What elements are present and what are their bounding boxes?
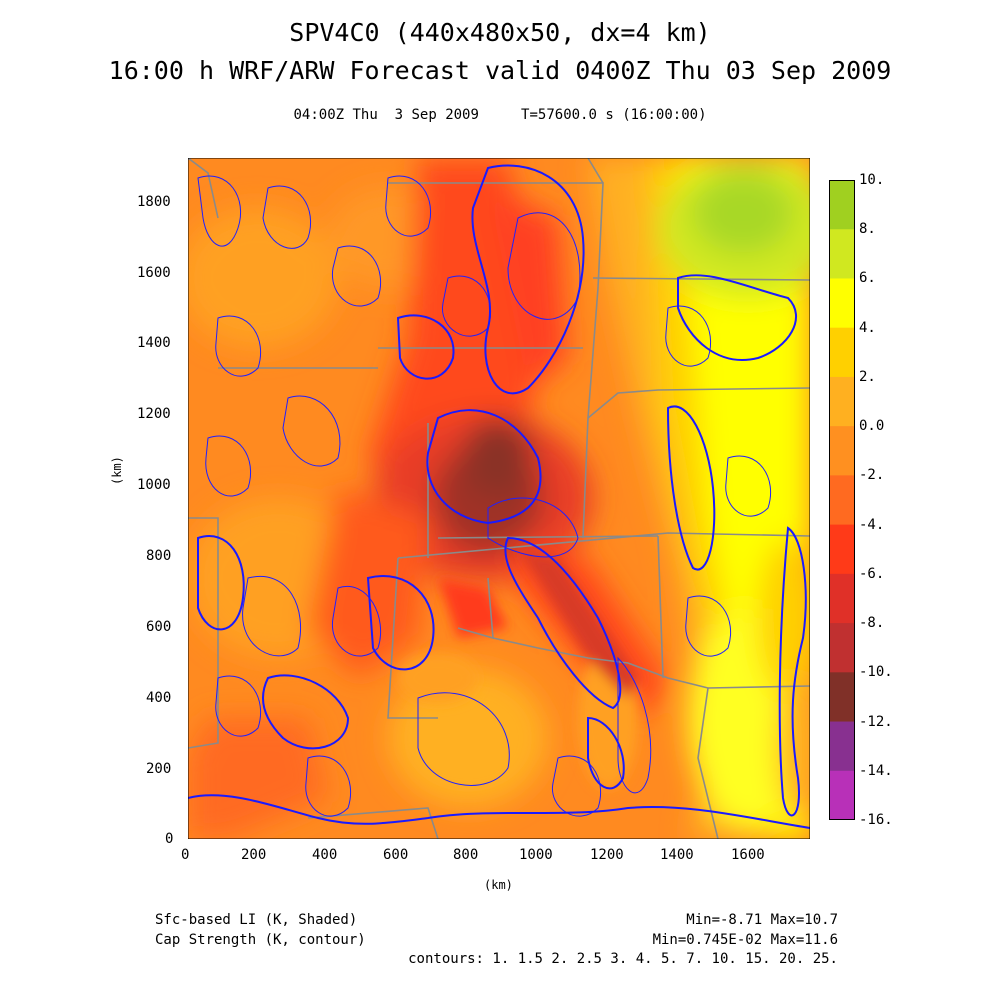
colorbar-swatch: [829, 278, 855, 329]
x-tick-label: 600: [383, 847, 409, 863]
y-tick-label: 600: [146, 619, 172, 635]
colorbar-tick-label: 8.: [859, 221, 876, 238]
colorbar-swatch: [829, 573, 855, 624]
x-tick-label: 400: [312, 847, 338, 863]
colorbar-tick-label: 10.: [859, 172, 885, 188]
colorbar-swatch: [829, 623, 855, 673]
y-tick-label: 200: [146, 761, 172, 777]
colorbar-swatch: [829, 426, 855, 476]
colorbar-swatch: [829, 721, 855, 772]
colorbar-swatch: [829, 524, 855, 575]
x-tick-label: 1600: [731, 847, 765, 863]
colorbar-tick-label: -2.: [859, 467, 885, 484]
colorbar-tick-label: -16.: [859, 812, 893, 828]
shaded-field-minmax: Min=-8.71 Max=10.7: [686, 912, 838, 928]
y-tick-label: 1200: [137, 406, 171, 422]
y-tick-label: 1000: [137, 477, 171, 493]
colorbar-tick-label: -8.: [859, 615, 885, 632]
x-tick-label: 1200: [590, 847, 624, 863]
colorbar-tick-label: 4.: [859, 319, 876, 336]
state-boundaries: [188, 158, 810, 839]
colorbar-tick-label: -6.: [859, 565, 885, 582]
y-tick-label: 800: [146, 548, 172, 564]
colorbar-swatch: [829, 376, 855, 427]
y-tick-label: 1400: [137, 335, 171, 351]
x-tick-label: 0: [181, 847, 190, 863]
y-axis-label: (km): [110, 456, 124, 485]
colorbar-tick-label: -10.: [859, 664, 893, 681]
valid-time-line: 04:00Z Thu 3 Sep 2009 T=57600.0 s (16:00…: [293, 107, 707, 123]
colorbar-tick-label: 0.0: [859, 418, 885, 435]
plot-title-line2: 16:00 h WRF/ARW Forecast valid 0400Z Thu…: [108, 56, 892, 85]
colorbar: [829, 180, 855, 820]
colorbar-swatch: [829, 180, 855, 230]
colorbar-tick-label: -4.: [859, 516, 885, 533]
x-axis-label: (km): [484, 878, 513, 892]
colorbar-swatch: [829, 229, 855, 279]
colorbar-tick-label: -12.: [859, 713, 893, 730]
x-tick-label: 200: [241, 847, 267, 863]
y-tick-label: 400: [146, 690, 172, 706]
li-cap-strength-map: [188, 158, 810, 839]
contour-field-minmax: Min=0.745E-02 Max=11.6: [652, 932, 838, 948]
colorbar-swatch: [829, 327, 855, 378]
colorbar-tick-label: 6.: [859, 270, 876, 287]
plot-title-line1: SPV4C0 (440x480x50, dx=4 km): [289, 18, 711, 47]
y-tick-label: 0: [165, 831, 174, 847]
contour-levels: contours: 1. 1.5 2. 2.5 3. 4. 5. 7. 10. …: [408, 951, 838, 967]
colorbar-tick-label: -14.: [859, 762, 893, 779]
colorbar-swatch: [829, 770, 855, 820]
colorbar-tick-label: 2.: [859, 368, 876, 385]
cap-strength-contours-thin: [197, 175, 772, 817]
colorbar-frame: [829, 180, 855, 820]
colorbar-swatch: [829, 672, 855, 723]
contour-field-caption: Cap Strength (K, contour): [155, 932, 366, 948]
x-tick-label: 1400: [660, 847, 694, 863]
colorbar-swatch: [829, 475, 855, 526]
shaded-field-caption: Sfc-based LI (K, Shaded): [155, 912, 358, 928]
x-tick-label: 1000: [519, 847, 553, 863]
y-tick-label: 1600: [137, 265, 171, 281]
x-tick-label: 800: [453, 847, 479, 863]
cap-strength-contours-thick: [188, 164, 810, 829]
y-tick-label: 1800: [137, 194, 171, 210]
